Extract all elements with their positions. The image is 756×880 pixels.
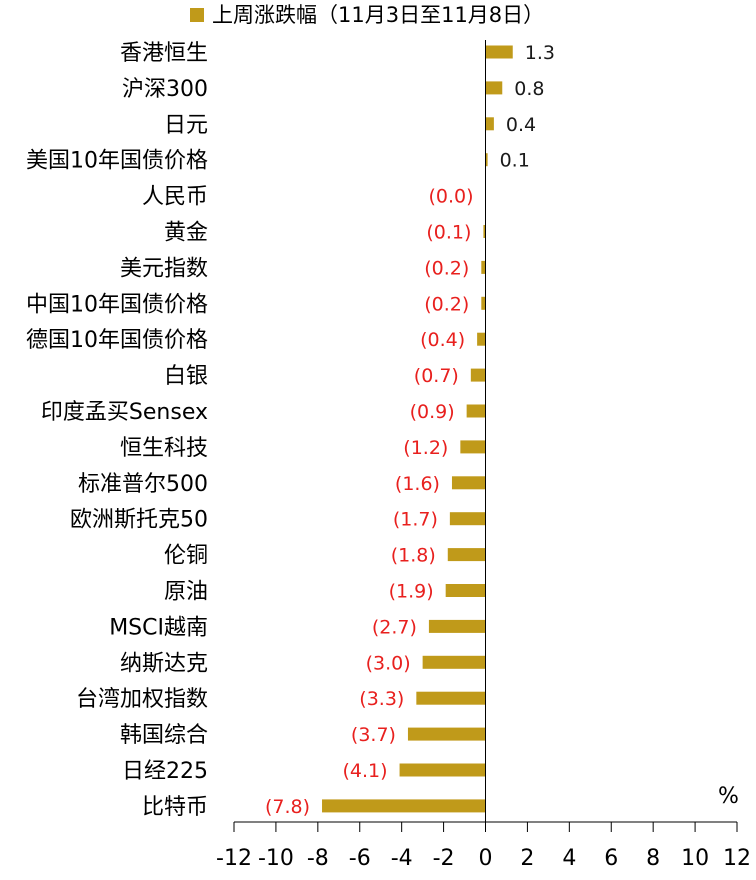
category-label: 欧洲斯托克50 bbox=[70, 508, 208, 533]
bar bbox=[481, 260, 486, 274]
data-label: (0.7) bbox=[414, 365, 459, 387]
data-label: (1.9) bbox=[389, 581, 434, 603]
category-label: 伦铜 bbox=[164, 544, 208, 569]
x-tick-label: 10 bbox=[681, 846, 709, 871]
bar bbox=[485, 117, 494, 131]
x-tick-label: 4 bbox=[562, 846, 576, 871]
category-label: 德国10年国债价格 bbox=[26, 328, 208, 353]
category-label: 中国10年国债价格 bbox=[26, 292, 208, 317]
category-label: 沪深300 bbox=[122, 77, 208, 102]
x-tick-label: 2 bbox=[520, 846, 534, 871]
data-label: (3.0) bbox=[366, 652, 411, 674]
category-label: 纳斯达克 bbox=[120, 651, 208, 676]
x-tick-label: 12 bbox=[723, 846, 751, 871]
bar bbox=[322, 799, 486, 813]
bar bbox=[428, 619, 486, 633]
data-label: (0.2) bbox=[424, 293, 469, 315]
x-tick-label: -8 bbox=[307, 846, 329, 871]
data-label: 0.4 bbox=[506, 114, 536, 136]
data-label: (0.2) bbox=[424, 257, 469, 279]
category-label: 香港恒生 bbox=[120, 41, 208, 66]
data-label: (2.7) bbox=[372, 616, 417, 638]
data-label: 0.1 bbox=[500, 150, 530, 172]
category-label: 美国10年国债价格 bbox=[26, 149, 208, 174]
legend-swatch bbox=[190, 8, 204, 22]
x-tick-label: 8 bbox=[646, 846, 660, 871]
category-label: 黄金 bbox=[164, 221, 208, 246]
category-label: 印度孟买Sensex bbox=[41, 400, 208, 425]
data-label: (0.4) bbox=[420, 329, 465, 351]
data-label: 1.3 bbox=[525, 42, 555, 64]
unit-label: % bbox=[718, 784, 739, 809]
category-label: 恒生科技 bbox=[120, 436, 208, 461]
bar bbox=[485, 81, 503, 95]
bar bbox=[407, 727, 486, 741]
x-tick-label: 0 bbox=[479, 846, 493, 871]
data-label: (0.9) bbox=[410, 401, 455, 423]
bar bbox=[477, 332, 486, 346]
data-label: (1.7) bbox=[393, 509, 438, 531]
bar bbox=[422, 655, 486, 669]
legend-label: 上周涨跌幅（11月3日至11月8日） bbox=[212, 3, 544, 27]
bar bbox=[449, 512, 486, 526]
category-label: 美元指数 bbox=[120, 256, 208, 281]
bar bbox=[460, 440, 486, 454]
x-tick-label: -10 bbox=[258, 846, 294, 871]
bar bbox=[447, 548, 486, 562]
x-tick-label: -12 bbox=[216, 846, 252, 871]
data-label: (7.8) bbox=[265, 796, 310, 818]
x-tick-label: -6 bbox=[349, 846, 371, 871]
bars bbox=[322, 45, 513, 813]
bar bbox=[445, 584, 486, 597]
legend: 上周涨跌幅（11月3日至11月8日） bbox=[190, 3, 544, 27]
bar bbox=[399, 763, 486, 777]
category-label: 人民币 bbox=[142, 185, 208, 210]
bar bbox=[451, 476, 486, 490]
bar bbox=[485, 45, 513, 59]
data-label: (1.2) bbox=[403, 437, 448, 459]
x-tick-label: 6 bbox=[604, 846, 618, 871]
data-label: (0.1) bbox=[426, 222, 471, 244]
data-label: (1.8) bbox=[391, 545, 436, 567]
x-tick-label: -2 bbox=[433, 846, 455, 871]
data-labels: 1.3 0.8 0.4 0.1 (0.0) (0.1) (0.2) (0.2) (0.4) (0.… bbox=[265, 42, 555, 818]
bar bbox=[466, 404, 486, 418]
data-label: (4.1) bbox=[343, 760, 388, 782]
category-label: 日经225 bbox=[122, 759, 208, 784]
category-label: 标准普尔500 bbox=[78, 472, 208, 497]
category-label: 台湾加权指数 bbox=[76, 687, 208, 712]
data-label: (1.6) bbox=[395, 473, 440, 495]
data-label: (3.7) bbox=[351, 724, 396, 746]
bar bbox=[483, 225, 486, 238]
bar bbox=[416, 691, 486, 705]
category-label: 比特币 bbox=[142, 795, 208, 820]
category-label: 白银 bbox=[164, 364, 208, 389]
category-label: 原油 bbox=[164, 580, 208, 605]
bar bbox=[470, 368, 486, 382]
x-tick-label: -4 bbox=[391, 846, 413, 871]
data-label: (0.0) bbox=[428, 186, 473, 208]
x-axis: -12 -10 -8 -6 -4 -2 0 2 4 6 8 10 12 bbox=[216, 40, 751, 871]
category-label: MSCI越南 bbox=[109, 615, 208, 640]
category-label: 韩国综合 bbox=[120, 723, 208, 748]
category-label: 日元 bbox=[164, 113, 208, 138]
bar bbox=[485, 153, 488, 167]
data-label: (3.3) bbox=[359, 688, 404, 710]
data-label: 0.8 bbox=[514, 78, 544, 100]
bar bbox=[481, 296, 486, 310]
